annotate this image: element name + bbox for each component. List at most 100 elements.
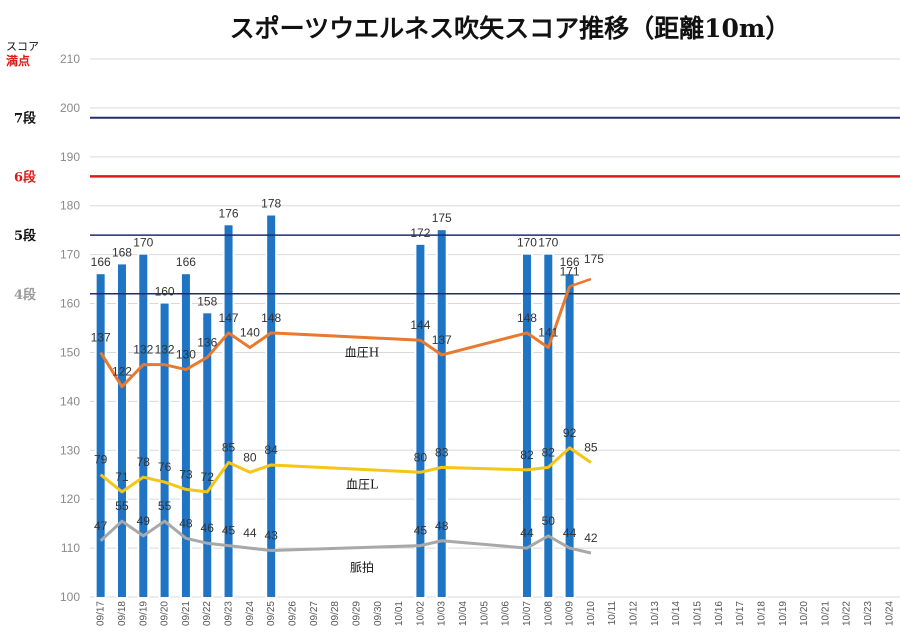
- rank-label: 6段: [14, 169, 36, 185]
- point-label: 85: [222, 441, 236, 455]
- point-label: 50: [542, 514, 556, 528]
- x-tick-label: 10/08: [543, 601, 554, 626]
- point-label: 45: [414, 524, 428, 538]
- series-line: [99, 285, 572, 389]
- x-tick-label: 09/24: [245, 601, 256, 626]
- x-tick-label: 10/07: [522, 601, 533, 626]
- x-tick-label: 10/02: [415, 601, 426, 626]
- score-label: 158: [197, 294, 217, 308]
- point-label: 55: [115, 499, 129, 513]
- series-line: [99, 446, 592, 494]
- point-label: 55: [158, 499, 172, 513]
- y-tick-label: 160: [60, 297, 80, 311]
- score-bars: [94, 213, 576, 600]
- y-axis-ticks: 100 110 120 130 140 150 160 170 180 190 200 210: [60, 52, 80, 604]
- point-label: 82: [542, 445, 556, 459]
- x-tick-label: 10/04: [458, 601, 469, 626]
- x-tick-label: 10/24: [884, 601, 895, 626]
- y-tick-label: 150: [60, 345, 80, 359]
- score-label: 166: [91, 255, 111, 269]
- score-label: 175: [432, 211, 452, 225]
- score-label: 160: [155, 285, 175, 299]
- score-bar: [265, 213, 278, 599]
- y-tick-label: 110: [61, 541, 80, 555]
- score-bar: [94, 272, 107, 599]
- point-label: 92: [563, 426, 577, 440]
- y-tick-label: 100: [60, 590, 80, 604]
- x-tick-label: 09/27: [309, 601, 320, 626]
- point-label: 147: [219, 311, 239, 325]
- x-tick-label: 10/22: [842, 601, 853, 626]
- point-label: 136: [197, 335, 217, 349]
- x-tick-label: 10/09: [565, 601, 576, 626]
- x-tick-label: 09/22: [202, 601, 213, 626]
- score-bar: [222, 223, 235, 599]
- x-tick-label: 10/15: [693, 601, 704, 626]
- rank-lines: 7段 6段 5段 4段: [14, 111, 900, 303]
- point-label: 148: [261, 311, 281, 325]
- score-label: 170: [538, 236, 558, 250]
- point-label: 42: [584, 531, 598, 545]
- score-line-label: 175: [584, 252, 604, 266]
- point-label: 44: [563, 526, 577, 540]
- x-tick-label: 10/01: [394, 601, 405, 626]
- y-tick-label: 190: [60, 150, 80, 164]
- score-label: 172: [410, 226, 430, 240]
- series-label: 血圧L: [346, 478, 378, 492]
- rank-label: 4段: [14, 287, 36, 303]
- x-tick-label: 10/23: [863, 601, 874, 626]
- score-bar: [158, 301, 171, 599]
- point-label: 47: [94, 519, 108, 533]
- score-bar: [520, 252, 533, 600]
- point-label: 122: [112, 365, 132, 379]
- point-label: 44: [520, 526, 534, 540]
- y-axis-sublabel: 満点: [6, 53, 30, 68]
- point-label: 76: [158, 460, 172, 474]
- score-label: 176: [219, 206, 239, 220]
- point-label: 71: [115, 470, 129, 484]
- x-tick-label: 09/26: [288, 601, 299, 626]
- x-tick-label: 10/12: [629, 601, 640, 626]
- x-tick-label: 10/18: [756, 601, 767, 626]
- y-tick-label: 200: [60, 101, 80, 115]
- point-label: 73: [179, 467, 193, 481]
- x-tick-label: 09/29: [351, 601, 362, 626]
- x-tick-label: 09/19: [138, 601, 149, 626]
- score-bar: [201, 311, 214, 599]
- y-tick-label: 120: [60, 492, 80, 506]
- x-tick-label: 09/30: [373, 601, 384, 626]
- point-label: 141: [538, 326, 558, 340]
- point-label: 78: [137, 455, 151, 469]
- chart-title: スポーツウエルネス吹矢スコア推移（距離10m）: [230, 14, 791, 43]
- x-tick-label: 10/06: [501, 601, 512, 626]
- x-tick-label: 10/11: [607, 601, 618, 626]
- x-tick-label: 09/25: [266, 601, 277, 626]
- x-tick-label: 10/16: [714, 601, 725, 626]
- x-tick-label: 10/03: [437, 601, 448, 626]
- point-label: 84: [265, 443, 279, 457]
- point-label: 140: [240, 326, 260, 340]
- series-label: 血圧H: [345, 345, 379, 359]
- score-label: 178: [261, 197, 281, 211]
- score-bar: [435, 228, 448, 599]
- x-tick-label: 09/23: [224, 601, 235, 626]
- point-label: 132: [155, 343, 175, 357]
- x-axis-ticks: 09/17 09/18 09/19 09/20 09/21 09/22 09/23 09/24…: [96, 601, 896, 626]
- score-label: 166: [560, 255, 580, 269]
- score-line: [569, 277, 592, 288]
- x-tick-label: 10/05: [479, 601, 490, 626]
- x-tick-label: 10/13: [650, 601, 661, 626]
- point-label: 148: [517, 311, 537, 325]
- point-label: 82: [520, 448, 534, 462]
- series-label: 脈拍: [350, 560, 374, 575]
- series-line: [99, 519, 592, 555]
- score-bar: [179, 272, 192, 599]
- point-label: 79: [94, 453, 108, 467]
- x-tick-label: 09/21: [181, 601, 192, 626]
- x-tick-label: 10/19: [778, 601, 789, 626]
- point-label: 44: [243, 526, 257, 540]
- point-label: 144: [410, 318, 430, 332]
- score-bar: [115, 262, 128, 599]
